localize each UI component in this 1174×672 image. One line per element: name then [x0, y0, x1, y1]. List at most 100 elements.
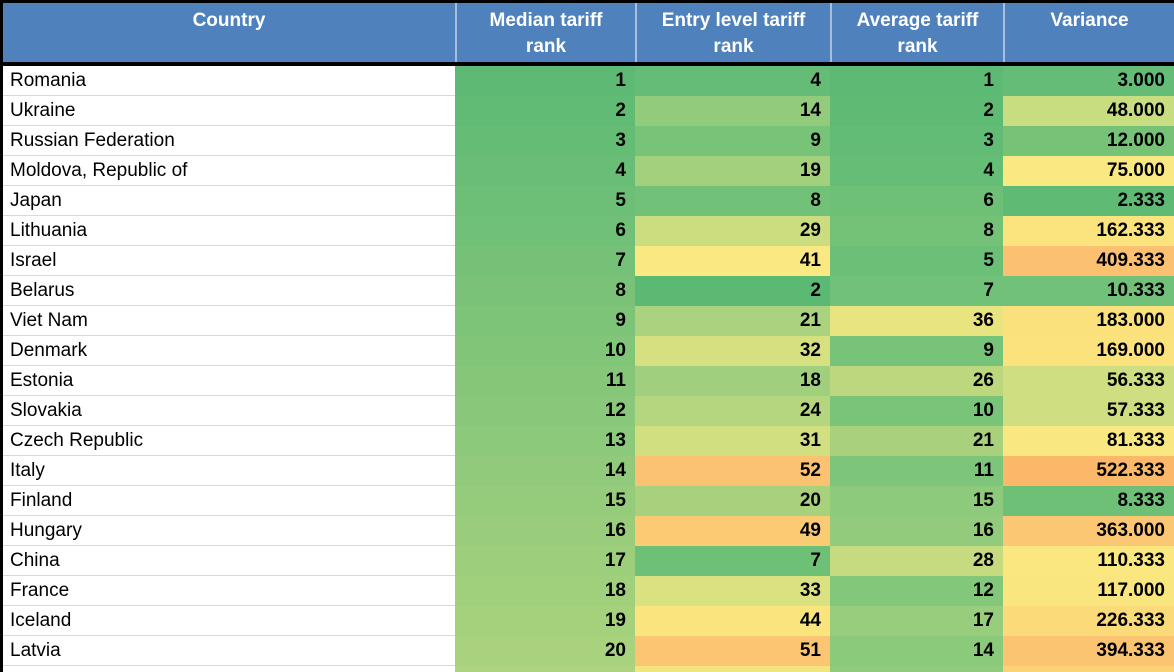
median-rank-cell[interactable]: 19 [455, 606, 635, 636]
entry-rank-cell[interactable]: 21 [635, 306, 830, 336]
entry-rank-cell[interactable]: 51 [635, 636, 830, 666]
variance-cell[interactable]: 8.333 [1003, 486, 1174, 516]
average-rank-cell[interactable]: 21 [830, 426, 1003, 456]
entry-rank-cell[interactable]: 24 [635, 396, 830, 426]
median-rank-cell[interactable]: 4 [455, 156, 635, 186]
country-cell[interactable]: Israel [3, 246, 455, 276]
average-rank-cell[interactable]: 9 [830, 336, 1003, 366]
header-average-tariff-rank[interactable]: Average tariff rank [830, 3, 1003, 62]
average-rank-cell[interactable]: 10 [830, 396, 1003, 426]
median-rank-cell[interactable]: 3 [455, 126, 635, 156]
average-rank-cell[interactable]: 14 [830, 636, 1003, 666]
variance-cell[interactable]: 169.000 [1003, 336, 1174, 366]
country-cell[interactable]: Latvia [3, 636, 455, 666]
average-rank-cell[interactable]: 26 [830, 366, 1003, 396]
country-cell[interactable]: Russian Federation [3, 126, 455, 156]
median-rank-cell[interactable]: 15 [455, 486, 635, 516]
variance-cell[interactable]: 522.333 [1003, 456, 1174, 486]
country-cell[interactable]: Lithuania [3, 216, 455, 246]
header-variance[interactable]: Variance [1003, 3, 1174, 62]
entry-rank-cell[interactable]: 49 [635, 516, 830, 546]
country-cell[interactable]: Italy [3, 456, 455, 486]
average-rank-cell[interactable]: 36 [830, 306, 1003, 336]
entry-rank-cell[interactable]: 4 [635, 66, 830, 96]
variance-cell[interactable]: 12.000 [1003, 126, 1174, 156]
variance-cell[interactable]: 10.333 [1003, 276, 1174, 306]
median-rank-cell[interactable] [455, 666, 635, 672]
header-entry-level-tariff-rank[interactable]: Entry level tariff rank [635, 3, 830, 62]
country-cell[interactable]: Moldova, Republic of [3, 156, 455, 186]
median-rank-cell[interactable]: 5 [455, 186, 635, 216]
variance-cell[interactable]: 394.333 [1003, 636, 1174, 666]
average-rank-cell[interactable]: 7 [830, 276, 1003, 306]
average-rank-cell[interactable]: 1 [830, 66, 1003, 96]
variance-cell[interactable]: 183.000 [1003, 306, 1174, 336]
average-rank-cell[interactable]: 15 [830, 486, 1003, 516]
country-cell[interactable]: Ukraine [3, 96, 455, 126]
average-rank-cell[interactable]: 12 [830, 576, 1003, 606]
country-cell[interactable]: Iceland [3, 606, 455, 636]
entry-rank-cell[interactable]: 33 [635, 576, 830, 606]
country-cell[interactable]: Belarus [3, 276, 455, 306]
entry-rank-cell[interactable]: 31 [635, 426, 830, 456]
median-rank-cell[interactable]: 17 [455, 546, 635, 576]
country-cell[interactable]: Czech Republic [3, 426, 455, 456]
average-rank-cell[interactable]: 4 [830, 156, 1003, 186]
entry-rank-cell[interactable]: 2 [635, 276, 830, 306]
median-rank-cell[interactable]: 6 [455, 216, 635, 246]
entry-rank-cell[interactable]: 41 [635, 246, 830, 276]
header-country[interactable]: Country [3, 3, 455, 62]
country-cell[interactable]: France [3, 576, 455, 606]
average-rank-cell[interactable]: 5 [830, 246, 1003, 276]
average-rank-cell[interactable]: 16 [830, 516, 1003, 546]
variance-cell[interactable]: 226.333 [1003, 606, 1174, 636]
country-cell[interactable]: Slovakia [3, 396, 455, 426]
average-rank-cell[interactable]: 11 [830, 456, 1003, 486]
median-rank-cell[interactable]: 2 [455, 96, 635, 126]
variance-cell[interactable]: 409.333 [1003, 246, 1174, 276]
country-cell[interactable]: Japan [3, 186, 455, 216]
country-cell[interactable] [3, 666, 455, 672]
entry-rank-cell[interactable]: 7 [635, 546, 830, 576]
entry-rank-cell[interactable]: 9 [635, 126, 830, 156]
country-cell[interactable]: Viet Nam [3, 306, 455, 336]
average-rank-cell[interactable]: 2 [830, 96, 1003, 126]
median-rank-cell[interactable]: 7 [455, 246, 635, 276]
variance-cell[interactable]: 162.333 [1003, 216, 1174, 246]
entry-rank-cell[interactable]: 29 [635, 216, 830, 246]
country-cell[interactable]: Estonia [3, 366, 455, 396]
entry-rank-cell[interactable]: 52 [635, 456, 830, 486]
country-cell[interactable]: Finland [3, 486, 455, 516]
median-rank-cell[interactable]: 20 [455, 636, 635, 666]
median-rank-cell[interactable]: 10 [455, 336, 635, 366]
average-rank-cell[interactable]: 28 [830, 546, 1003, 576]
variance-cell[interactable]: 363.000 [1003, 516, 1174, 546]
variance-cell[interactable]: 117.000 [1003, 576, 1174, 606]
entry-rank-cell[interactable]: 14 [635, 96, 830, 126]
median-rank-cell[interactable]: 18 [455, 576, 635, 606]
median-rank-cell[interactable]: 1 [455, 66, 635, 96]
entry-rank-cell[interactable]: 32 [635, 336, 830, 366]
median-rank-cell[interactable]: 16 [455, 516, 635, 546]
median-rank-cell[interactable]: 12 [455, 396, 635, 426]
entry-rank-cell[interactable]: 44 [635, 606, 830, 636]
country-cell[interactable]: Hungary [3, 516, 455, 546]
median-rank-cell[interactable]: 9 [455, 306, 635, 336]
entry-rank-cell[interactable]: 20 [635, 486, 830, 516]
average-rank-cell[interactable] [830, 666, 1003, 672]
header-median-tariff-rank[interactable]: Median tariff rank [455, 3, 635, 62]
average-rank-cell[interactable]: 8 [830, 216, 1003, 246]
median-rank-cell[interactable]: 14 [455, 456, 635, 486]
median-rank-cell[interactable]: 13 [455, 426, 635, 456]
median-rank-cell[interactable]: 8 [455, 276, 635, 306]
variance-cell[interactable]: 57.333 [1003, 396, 1174, 426]
entry-rank-cell[interactable]: 8 [635, 186, 830, 216]
average-rank-cell[interactable]: 3 [830, 126, 1003, 156]
variance-cell[interactable]: 2.333 [1003, 186, 1174, 216]
entry-rank-cell[interactable] [635, 666, 830, 672]
variance-cell[interactable]: 56.333 [1003, 366, 1174, 396]
average-rank-cell[interactable]: 6 [830, 186, 1003, 216]
country-cell[interactable]: Romania [3, 66, 455, 96]
country-cell[interactable]: China [3, 546, 455, 576]
variance-cell[interactable] [1003, 666, 1174, 672]
